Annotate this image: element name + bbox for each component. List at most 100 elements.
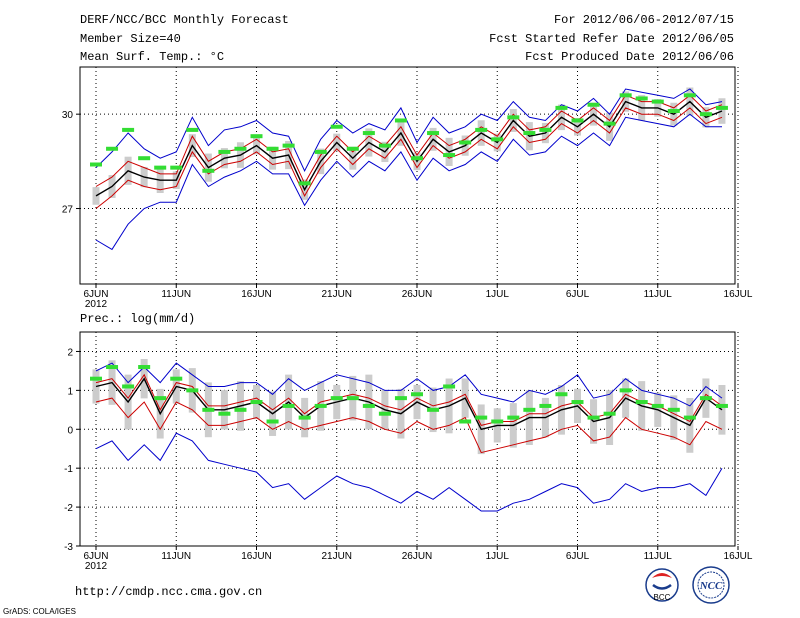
- green-mark: [122, 127, 135, 132]
- green-mark: [266, 419, 279, 424]
- green-mark: [218, 411, 231, 416]
- green-mark: [298, 415, 311, 420]
- green-mark: [378, 411, 391, 416]
- x-tick-label: 6JUN: [83, 289, 108, 300]
- green-mark: [362, 131, 375, 136]
- green-mark: [106, 365, 119, 370]
- series-line-ensemble-max: [95, 362, 723, 407]
- x-tick-label: 16JUN: [241, 289, 272, 300]
- x-year-label: 2012: [85, 299, 108, 310]
- series-line-lower-std: [95, 107, 723, 209]
- y-tick-label: 30: [62, 110, 74, 121]
- green-mark: [491, 419, 504, 424]
- green-mark: [411, 156, 423, 161]
- green-mark: [459, 419, 472, 424]
- green-mark: [154, 396, 167, 401]
- green-mark: [587, 415, 600, 420]
- series-line-ensemble-mean: [95, 377, 723, 431]
- plot-frame: [79, 331, 736, 547]
- green-mark: [667, 109, 680, 114]
- green-mark: [90, 162, 102, 167]
- temperature-panel: 6JUN 11JUN 16JUN 21JUN 26JUN 1JUL 6JUL 11JUL 16J…: [62, 66, 753, 310]
- grads-credit: GrADS: COLA/IGES: [3, 607, 76, 616]
- green-mark: [507, 415, 520, 420]
- y-tick-label: 27: [62, 205, 74, 216]
- series-line-lower-std: [95, 397, 723, 454]
- green-mark: [555, 392, 568, 397]
- green-mark: [346, 396, 359, 401]
- forecast-period: For 2012/06/06-2012/07/15: [554, 13, 734, 27]
- green-mark: [651, 403, 664, 408]
- y-tick-label: -2: [64, 503, 73, 514]
- x-tick-label: 21JUN: [321, 551, 352, 562]
- green-mark: [362, 403, 375, 408]
- green-mark: [106, 146, 119, 151]
- series-line-upper-std: [95, 373, 723, 426]
- green-mark: [699, 112, 712, 117]
- green-mark: [122, 384, 135, 389]
- green-mark: [443, 384, 456, 389]
- ncc-logo: NCC: [692, 566, 730, 604]
- green-mark: [523, 131, 536, 136]
- green-mark: [475, 127, 488, 132]
- green-mark: [202, 407, 215, 412]
- green-mark: [250, 400, 263, 405]
- green-mark: [170, 376, 183, 381]
- green-mark: [250, 134, 263, 139]
- green-mark: [202, 168, 215, 173]
- green-mark: [394, 118, 407, 123]
- green-mark: [683, 93, 696, 98]
- bcc-logo-text: BCC: [654, 593, 671, 602]
- spread-box: [92, 187, 100, 205]
- green-mark: [138, 156, 151, 161]
- green-mark: [619, 388, 632, 393]
- green-mark: [491, 137, 504, 142]
- y-tick-label: -3: [64, 542, 73, 553]
- green-mark: [667, 407, 680, 412]
- y-tick-label: 1: [67, 386, 73, 397]
- series-line-ensemble-mean: [95, 100, 723, 197]
- green-mark: [427, 131, 440, 136]
- x-tick-label: 16JUL: [724, 551, 753, 562]
- green-mark: [170, 165, 183, 170]
- precipitation-panel: 6JUN 11JUN 16JUN 21JUN 26JUN 1JUL 6JUL 11JUL 16J…: [64, 331, 753, 572]
- green-mark: [715, 105, 728, 110]
- green-mark: [314, 403, 327, 408]
- x-tick-label: 11JUL: [644, 551, 673, 562]
- green-mark: [635, 96, 648, 101]
- x-tick-label: 26JUN: [402, 551, 433, 562]
- green-mark: [234, 407, 247, 412]
- green-mark: [330, 124, 343, 129]
- x-tick-label: 21JUN: [321, 289, 352, 300]
- green-mark: [314, 149, 327, 154]
- series-line-ensemble-min: [95, 113, 722, 251]
- x-tick-label: 11JUN: [161, 551, 191, 562]
- green-mark: [378, 143, 391, 148]
- precip-panel-title: Prec.: log(mm/d): [80, 312, 195, 326]
- green-mark: [587, 102, 600, 107]
- green-mark: [186, 127, 199, 132]
- green-mark: [459, 140, 472, 145]
- x-tick-label: 1JUL: [486, 551, 510, 562]
- source-url[interactable]: http://cmdp.ncc.cma.gov.cn: [75, 585, 262, 599]
- x-tick-label: 26JUN: [402, 289, 433, 300]
- plot-frame: [79, 66, 736, 285]
- green-mark: [282, 143, 295, 148]
- green-mark: [90, 376, 102, 381]
- green-mark: [603, 121, 616, 126]
- member-size: Member Size=40: [80, 32, 181, 46]
- x-year-label: 2012: [85, 561, 108, 572]
- ncc-logo-text: NCC: [699, 580, 723, 592]
- green-mark: [507, 115, 520, 120]
- green-mark: [298, 181, 311, 186]
- green-mark: [234, 146, 247, 151]
- green-mark: [394, 396, 407, 401]
- series-line-upper-std: [95, 94, 723, 187]
- green-mark: [619, 93, 632, 98]
- variable-label: Mean Surf. Temp.: °C: [80, 50, 224, 64]
- green-mark: [154, 165, 167, 170]
- x-tick-label: 11JUN: [161, 289, 191, 300]
- green-mark: [715, 403, 728, 408]
- y-tick-label: -1: [64, 464, 73, 475]
- green-mark: [571, 400, 584, 405]
